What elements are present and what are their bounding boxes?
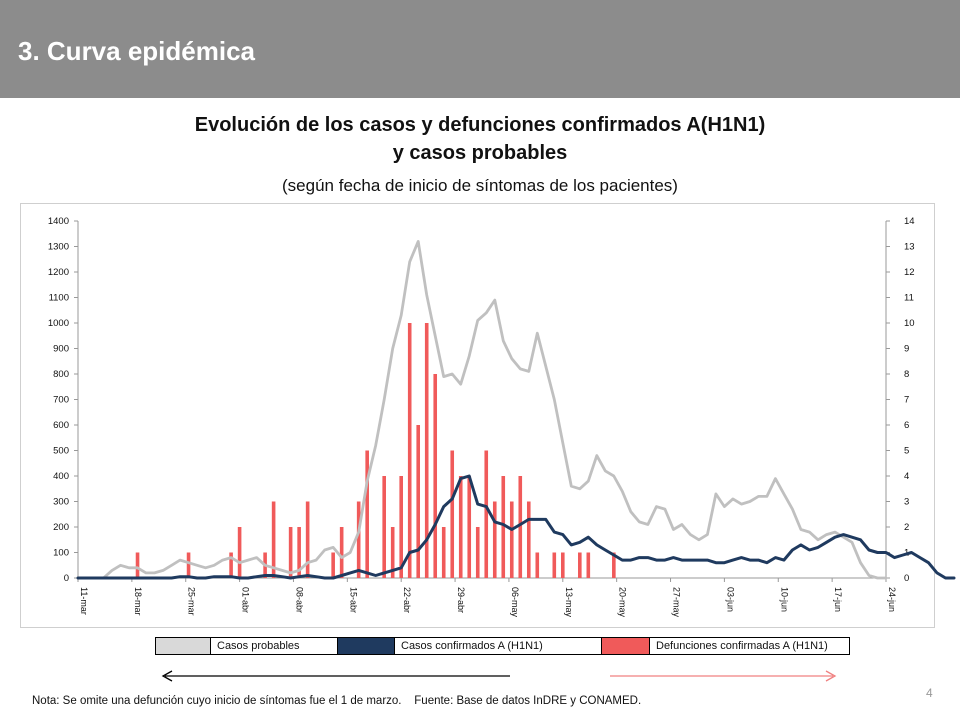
legend-label-confirmed: Casos confirmados A (H1N1) (395, 638, 602, 654)
chart-title: Evolución de los casos y defunciones con… (194, 114, 766, 136)
legend-swatch-probable (156, 638, 211, 654)
legend: Casos probables Casos confirmados A (H1N… (155, 637, 850, 655)
chart-title-line2: y casos probables (392, 142, 568, 164)
chart-subtitle: (según fecha de inicio de síntomas de lo… (282, 176, 678, 195)
legend-label-probable: Casos probables (211, 638, 338, 654)
legend-swatch-confirmed (338, 638, 395, 654)
slide-title: 3. Curva epidémica (18, 36, 255, 66)
left-arrow (161, 670, 510, 682)
footnote: Nota: Se omite una defunción cuyo inicio… (32, 695, 642, 707)
chart-frame (20, 203, 935, 628)
legend-swatch-deaths (602, 638, 650, 654)
legend-label-deaths: Defunciones confirmadas A (H1N1) (656, 640, 828, 652)
page-number: 4 (926, 686, 933, 700)
header-bar: 3. Curva epidémica (0, 0, 960, 98)
right-arrow (610, 670, 837, 682)
